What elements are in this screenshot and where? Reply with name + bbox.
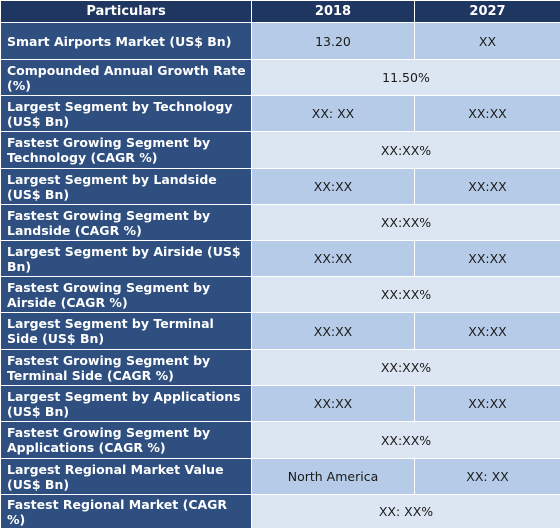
header-row: Particulars 2018 2027 — [1, 1, 560, 23]
header-year-2027: 2027 — [415, 1, 560, 23]
merged-value: XX:XX% — [252, 350, 560, 386]
row-label: Largest Segment by Terminal Side (US$ Bn… — [1, 313, 252, 350]
table-row: Fastest Growing Segment by Technology (C… — [1, 132, 560, 169]
row-label: Largest Segment by Applications (US$ Bn) — [1, 386, 252, 422]
row-label: Fastest Growing Segment by Technology (C… — [1, 132, 252, 169]
table-row: Fastest Growing Segment by Terminal Side… — [1, 350, 560, 386]
row-label: Fastest Growing Segment by Airside (CAGR… — [1, 277, 252, 313]
table-row: Largest Segment by Applications (US$ Bn)… — [1, 386, 560, 422]
row-label: Smart Airports Market (US$ Bn) — [1, 23, 252, 60]
table-row: Smart Airports Market (US$ Bn) 13.20 XX — [1, 23, 560, 60]
row-label: Largest Segment by Airside (US$ Bn) — [1, 241, 252, 277]
value-2027: XX — [415, 23, 560, 60]
header-particulars: Particulars — [1, 1, 252, 23]
merged-value: 11.50% — [252, 60, 560, 96]
table-row: Fastest Growing Segment by Airside (CAGR… — [1, 277, 560, 313]
row-label: Fastest Growing Segment by Applications … — [1, 422, 252, 459]
table-row: Largest Segment by Airside (US$ Bn) XX:X… — [1, 241, 560, 277]
table-row: Fastest Regional Market (CAGR %) XX: XX% — [1, 495, 560, 529]
value-2018: XX:XX — [252, 169, 415, 205]
value-2018: XX: XX — [252, 96, 415, 132]
value-2027: XX:XX — [415, 169, 560, 205]
value-2018: XX:XX — [252, 241, 415, 277]
merged-value: XX:XX% — [252, 205, 560, 241]
merged-value: XX: XX% — [252, 495, 560, 529]
table-row: Compounded Annual Growth Rate (%) 11.50% — [1, 60, 560, 96]
table-row: Largest Segment by Technology (US$ Bn) X… — [1, 96, 560, 132]
table-row: Fastest Growing Segment by Landside (CAG… — [1, 205, 560, 241]
row-label: Fastest Growing Segment by Terminal Side… — [1, 350, 252, 386]
header-year-2018: 2018 — [252, 1, 415, 23]
row-label: Fastest Growing Segment by Landside (CAG… — [1, 205, 252, 241]
row-label: Fastest Regional Market (CAGR %) — [1, 495, 252, 529]
table-row: Fastest Growing Segment by Applications … — [1, 422, 560, 459]
row-label: Largest Regional Market Value (US$ Bn) — [1, 459, 252, 495]
merged-value: XX:XX% — [252, 277, 560, 313]
row-label: Largest Segment by Technology (US$ Bn) — [1, 96, 252, 132]
table-row: Largest Regional Market Value (US$ Bn) N… — [1, 459, 560, 495]
table-row: Largest Segment by Terminal Side (US$ Bn… — [1, 313, 560, 350]
value-2027: XX:XX — [415, 386, 560, 422]
value-2018: North America — [252, 459, 415, 495]
row-label: Largest Segment by Landside (US$ Bn) — [1, 169, 252, 205]
value-2027: XX: XX — [415, 459, 560, 495]
value-2018: XX:XX — [252, 313, 415, 350]
value-2027: XX:XX — [415, 313, 560, 350]
merged-value: XX:XX% — [252, 422, 560, 459]
value-2018: XX:XX — [252, 386, 415, 422]
value-2027: XX:XX — [415, 96, 560, 132]
row-label: Compounded Annual Growth Rate (%) — [1, 60, 252, 96]
value-2027: XX:XX — [415, 241, 560, 277]
table-row: Largest Segment by Landside (US$ Bn) XX:… — [1, 169, 560, 205]
merged-value: XX:XX% — [252, 132, 560, 169]
value-2018: 13.20 — [252, 23, 415, 60]
